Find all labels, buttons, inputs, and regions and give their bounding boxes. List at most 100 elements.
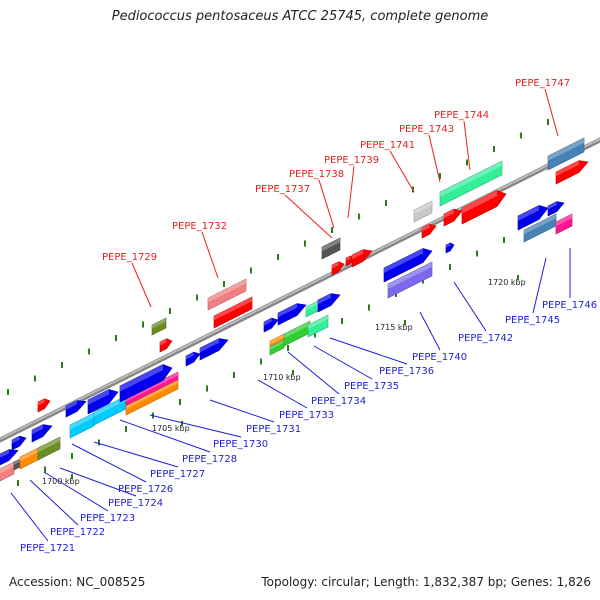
leader-pepe_1723 (43, 471, 109, 512)
gene-glyph (31, 424, 53, 443)
gene-labels: PEPE_1729 PEPE_1732 PEPE_1737 PEPE_1738 PEPE… (20, 78, 597, 554)
leader-pepe_1737 (284, 194, 333, 239)
gene-glyph-body (547, 201, 565, 217)
gene-glyph-highlight (264, 318, 272, 326)
gene-glyph-highlight (88, 389, 109, 405)
gene-glyph-highlight (152, 318, 166, 329)
gene-label-pepe_1741: PEPE_1741 (360, 140, 415, 151)
gene-glyph-body (421, 223, 437, 239)
gene-glyph-body (69, 412, 95, 439)
gene-label-pepe_1737: PEPE_1737 (255, 184, 310, 195)
gene-glyph (199, 338, 229, 361)
gene-glyph (263, 317, 279, 333)
leader-pepe_1743 (428, 134, 441, 183)
leader-pepe_1728 (119, 419, 211, 453)
gene-glyph-body (199, 338, 229, 361)
gene-label-pepe_1732: PEPE_1732 (172, 221, 227, 232)
gene-glyph-highlight (446, 242, 451, 248)
leader-pepe_1729 (131, 262, 152, 308)
gene-glyph-highlight (322, 238, 340, 252)
figure-title: Pediococcus pentosaceus ATCC 25745, comp… (111, 9, 489, 24)
gene-glyph (185, 351, 201, 367)
gene-glyph-body (125, 379, 179, 416)
gene-glyph (37, 436, 61, 461)
gene-glyph-highlight (318, 293, 331, 305)
gene-label-pepe_1746: PEPE_1746 (542, 300, 597, 311)
gene-label-pepe_1738: PEPE_1738 (289, 169, 344, 180)
gene-glyph (69, 412, 95, 439)
leader-pepe_1726 (71, 443, 147, 483)
accession-text: Accession: NC_008525 (9, 575, 146, 589)
gene-glyph-body (555, 160, 589, 185)
gene-glyph-body (555, 213, 573, 235)
gene-glyph-highlight (422, 224, 430, 232)
gene-glyph-highlight (270, 334, 284, 345)
leader-pepe_1742 (453, 281, 487, 332)
leader-pepe_1744 (463, 120, 471, 171)
leader-pepe_1731 (209, 399, 275, 423)
gene-glyph-body (351, 249, 373, 268)
label-leader-lines (10, 88, 571, 542)
gene-label-pepe_1745: PEPE_1745 (505, 315, 560, 326)
gene-glyph-body (37, 398, 51, 413)
gene-label-pepe_1726: PEPE_1726 (118, 484, 173, 495)
leader-pepe_1736 (329, 337, 408, 365)
scale-label: 1700 kbp (42, 477, 80, 486)
gene-glyph-body (207, 278, 247, 311)
leader-pepe_1739 (347, 165, 355, 219)
gene-glyph-highlight (160, 338, 167, 346)
gene-glyph-body (31, 424, 53, 443)
gene-glyph-highlight (66, 400, 77, 410)
gene-label-pepe_1730: PEPE_1730 (213, 439, 268, 450)
gene-glyph-body (445, 242, 455, 254)
gene-glyph-highlight (548, 138, 584, 161)
gene-label-pepe_1747: PEPE_1747 (515, 78, 570, 89)
gene-glyph (321, 237, 341, 260)
gene-glyph-body (413, 200, 433, 223)
gene-glyph-highlight (200, 338, 219, 353)
gene-glyph (317, 293, 341, 313)
gene-glyph-body (119, 364, 173, 403)
gene-label-pepe_1735: PEPE_1735 (344, 381, 399, 392)
gene-glyph-highlight (70, 413, 94, 430)
gene-glyph-highlight (126, 372, 178, 402)
gene-glyph-highlight (308, 315, 328, 330)
gene-glyph (37, 398, 51, 413)
gene-glyph (555, 160, 589, 185)
gene-glyph (119, 364, 173, 403)
gene-glyph (151, 317, 167, 336)
gene-glyph-highlight (0, 449, 9, 458)
gene-glyph (87, 389, 119, 415)
gene-glyph (159, 338, 173, 353)
gene-glyph-highlight (524, 214, 556, 235)
leader-pepe_1735 (313, 345, 373, 380)
gene-label-pepe_1739: PEPE_1739 (324, 155, 379, 166)
gene-glyph-highlight (12, 436, 20, 444)
gene-glyph (413, 200, 433, 223)
gene-glyph-highlight (126, 380, 178, 410)
gene-glyph-body (185, 351, 201, 367)
scale-label: 1715 kbp (375, 323, 413, 332)
scale-label: 1720 kbp (488, 278, 526, 287)
leader-pepe_1740 (419, 311, 441, 351)
gene-glyph (547, 137, 585, 171)
gene-glyph-highlight (332, 261, 339, 269)
gene-features (0, 137, 589, 482)
leader-pepe_1738 (318, 179, 335, 229)
gene-glyph-body (443, 208, 463, 227)
gene-glyph (277, 303, 307, 326)
gene-glyph (125, 379, 179, 416)
gene-glyph-highlight (38, 398, 45, 406)
gene-glyph (307, 314, 329, 338)
gene-glyph-highlight (20, 446, 42, 462)
leader-pepe_1730 (149, 414, 242, 438)
leader-pepe_1747 (544, 88, 559, 137)
leader-pepe_1745 (532, 257, 547, 314)
gene-glyph (283, 320, 311, 347)
gene-label-pepe_1734: PEPE_1734 (311, 396, 366, 407)
gene-label-pepe_1736: PEPE_1736 (379, 366, 434, 377)
gene-glyph (213, 296, 253, 329)
gene-glyph-body (87, 389, 119, 415)
gene-label-pepe_1723: PEPE_1723 (80, 513, 135, 524)
